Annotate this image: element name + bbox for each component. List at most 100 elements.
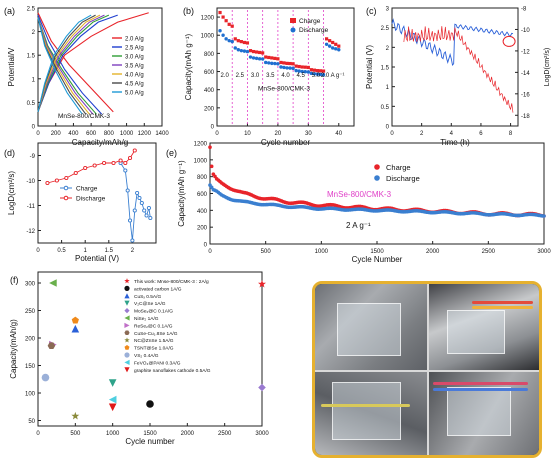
discharge-point <box>312 72 317 76</box>
y-tick-label: 1 <box>386 85 390 91</box>
discharge-point <box>270 61 274 66</box>
y-tick-label: 600 <box>204 70 215 76</box>
x-tick-label: 40 <box>335 131 342 137</box>
charge-point <box>209 164 214 169</box>
discharge-point <box>318 72 323 77</box>
y2-tick-label: -18 <box>521 114 530 120</box>
charge-point <box>218 10 222 15</box>
legend-label: 4.0 A/g <box>125 73 144 79</box>
data-point <box>130 238 135 243</box>
legend-marker <box>124 300 130 306</box>
legend-marker <box>124 337 130 343</box>
legend-label: graphite nanoflakes cathode 0.5A/G <box>134 368 211 374</box>
legend-label: 3.5 A/g <box>125 64 144 70</box>
charge-point <box>337 44 341 48</box>
legend-marker <box>124 308 130 314</box>
discharge-point <box>273 61 277 66</box>
discharge-point <box>279 65 283 69</box>
x-tick-label: 8 <box>509 131 513 137</box>
y-tick-label: 2 <box>386 46 390 52</box>
x-tick-label: 1500 <box>143 431 157 437</box>
rate-label: 3.0 <box>251 73 260 79</box>
x-tick-label: 30 <box>305 131 312 137</box>
photo-divider <box>427 284 429 455</box>
legend-label: NC@ZnSe 1.5A/G <box>134 338 174 344</box>
data-point <box>127 155 133 161</box>
legend-label: Charge <box>76 186 98 193</box>
discharge-point <box>224 37 228 41</box>
legend-label: 3.0 A/g <box>125 55 144 61</box>
data-point <box>64 175 69 181</box>
led-wire <box>432 388 528 392</box>
y2-tick-label: -10 <box>521 28 530 34</box>
annotation-text: MnSe-800/CMK-3 <box>327 190 392 199</box>
x-axis-label: Potential (V) <box>75 254 119 263</box>
legend-label: Discharge <box>386 174 420 183</box>
discharge-point <box>233 46 237 50</box>
y-tick-label: 0.5 <box>381 105 390 111</box>
charge-point <box>282 61 286 65</box>
legend-marker <box>124 278 130 284</box>
x-tick-label: 1000 <box>120 131 134 137</box>
rate-annotation: 2 A g⁻¹ <box>346 221 371 230</box>
y-tick-label: 400 <box>204 88 215 94</box>
x-tick-label: 6 <box>479 131 483 137</box>
y-tick-label: 1.5 <box>27 54 36 60</box>
data-point <box>73 170 78 176</box>
y-axis-label: Capacity(mAh g⁻¹) <box>177 160 186 227</box>
discharge-point <box>267 61 271 65</box>
y-tick-label: 250 <box>25 309 36 315</box>
legend-label: 4.5 A/g <box>125 82 144 88</box>
y-tick-label: 0 <box>386 125 390 131</box>
charge-point <box>273 56 277 60</box>
legend-label: 5.0 A/g <box>125 91 144 97</box>
data-point <box>146 205 151 211</box>
comparison-point <box>71 411 80 420</box>
legend-label: 2.5 A/g <box>125 46 144 52</box>
data-point <box>125 188 130 193</box>
legend-swatch <box>290 18 296 23</box>
x-tick-label: 2500 <box>482 249 496 255</box>
charge-point <box>285 61 289 65</box>
led-wire <box>471 301 534 305</box>
x-tick-label: 0 <box>208 249 212 255</box>
y2-tick-label: -12 <box>521 49 530 55</box>
discharge-point <box>330 46 335 50</box>
y-tick-label: 3 <box>386 7 390 13</box>
discharge-point <box>288 66 292 70</box>
legend-marker <box>124 322 130 328</box>
discharge-point <box>264 60 268 65</box>
comparison-point <box>41 373 50 382</box>
x-tick-label: 1500 <box>370 249 384 255</box>
panel-label: (b) <box>183 6 194 16</box>
legend-label: Charge <box>299 18 321 25</box>
comparison-point <box>71 324 80 333</box>
discharge-point <box>285 66 289 70</box>
panel-label: (c) <box>366 6 377 16</box>
x-tick-label: 1000 <box>315 249 329 255</box>
y-tick-label: 50 <box>28 419 35 425</box>
x-tick-label: 2000 <box>426 249 440 255</box>
charge-point <box>318 69 323 73</box>
charge-point <box>233 37 237 41</box>
legend-marker <box>124 293 130 299</box>
x-tick-label: 0 <box>36 431 40 437</box>
legend-label: Charge <box>386 163 411 172</box>
legend-label: CuSₓ 0.5A/G <box>134 294 161 300</box>
legend-label: Discharge <box>299 27 329 34</box>
legend-label: CuSe-Cu₁.8Se 1A/G <box>134 331 178 337</box>
discharge-point <box>230 39 234 44</box>
x-tick-label: 2000 <box>181 431 195 437</box>
led-wire <box>471 306 534 310</box>
plot-frame <box>37 142 157 244</box>
discharge-point <box>257 57 262 61</box>
y-tick-label: 800 <box>204 52 215 58</box>
discharge-curve <box>37 17 83 115</box>
data-point <box>148 215 153 221</box>
charge-point <box>270 56 274 60</box>
data-point <box>54 178 59 183</box>
data-point <box>127 218 133 223</box>
legend-marker <box>124 345 130 350</box>
y-tick-label: 1200 <box>201 16 215 22</box>
